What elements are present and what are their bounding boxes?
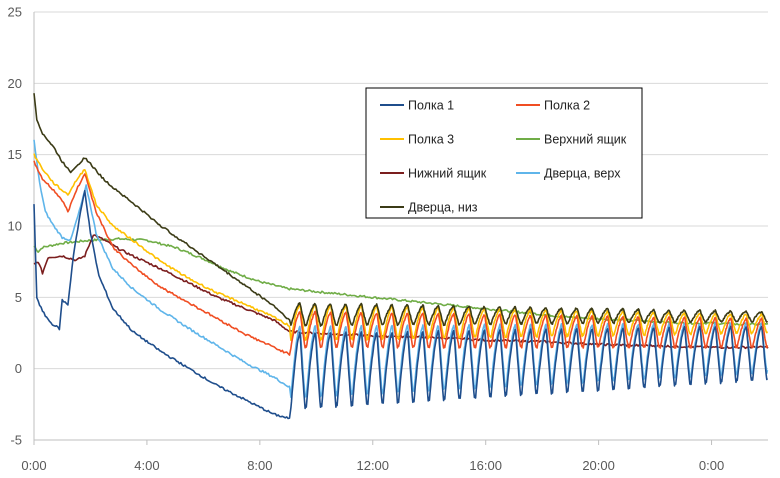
series-line — [33, 93, 769, 327]
series-line — [33, 160, 769, 356]
series-line — [33, 153, 769, 342]
x-tick-label: 8:00 — [247, 458, 272, 473]
x-tick-label: 16:00 — [469, 458, 502, 473]
x-axis-ticks: 0:00 4:00 8:00 12:00 16:00 20:00 0:00 — [21, 12, 768, 473]
y-tick-label: 20 — [8, 76, 22, 91]
y-axis-ticks: -5 0 5 10 15 20 25 — [8, 5, 22, 448]
x-tick-label: 20:00 — [582, 458, 615, 473]
y-tick-label: 0 — [15, 361, 22, 376]
y-tick-label: 15 — [8, 147, 22, 162]
y-tick-label: 5 — [15, 290, 22, 305]
y-tick-label: 10 — [8, 219, 22, 234]
x-tick-label: 0:00 — [699, 458, 724, 473]
legend: Полка 1 Полка 2 Полка 3 Верхний ящик Нижний … — [365, 87, 643, 219]
x-tick-label: 0:00 — [21, 458, 46, 473]
y-tick-label: 25 — [8, 5, 22, 20]
legend-label: Дверца, верх — [544, 167, 621, 181]
legend-label: Полка 3 — [408, 133, 454, 147]
legend-label: Полка 2 — [544, 99, 590, 113]
legend-label: Нижний ящик — [408, 167, 487, 181]
series-lines — [33, 93, 769, 420]
legend-box — [365, 87, 643, 219]
legend-label: Дверца, низ — [408, 201, 478, 215]
y-tick-label: -5 — [10, 433, 22, 448]
legend-label: Полка 1 — [408, 99, 454, 113]
series-line — [33, 189, 769, 420]
x-tick-label: 12:00 — [356, 458, 389, 473]
x-tick-label: 4:00 — [134, 458, 159, 473]
legend-label: Верхний ящик — [544, 133, 627, 147]
